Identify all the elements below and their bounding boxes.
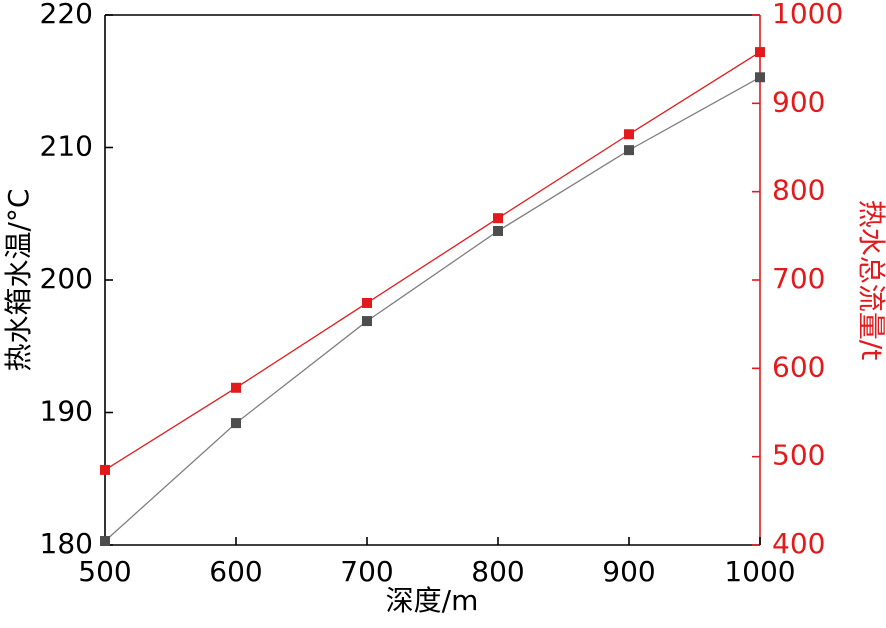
data-point-marker-0 (755, 72, 765, 83)
y-axis-title-left: 热水箱水温/°C (2, 189, 35, 372)
x-axis-tick-label: 800 (471, 555, 524, 588)
data-point-marker-0 (362, 316, 372, 327)
right-axis-tick-label: 1000 (772, 0, 843, 30)
right-axis-tick-label: 900 (772, 85, 825, 118)
y-axis-title-right: 热水总流量/t (855, 200, 886, 360)
data-point-marker-0 (624, 145, 634, 156)
series-line-1 (104, 51, 761, 471)
x-axis-title: 深度/m (386, 584, 479, 617)
x-axis-tick-label: 700 (340, 555, 393, 588)
data-point-marker-1 (624, 129, 634, 140)
data-point-marker-0 (231, 418, 241, 429)
x-axis-tick-label: 1000 (724, 555, 795, 588)
x-axis-tick-label: 600 (209, 555, 262, 588)
data-point-marker-1 (100, 464, 110, 475)
right-axis-tick-label: 400 (772, 527, 825, 560)
left-axis-tick-label: 220 (40, 0, 93, 30)
x-axis-tick-label: 900 (602, 555, 655, 588)
data-point-marker-1 (362, 297, 372, 308)
data-point-marker-0 (100, 536, 110, 547)
left-axis-tick-label: 190 (40, 395, 93, 428)
right-axis-tick-label: 600 (772, 350, 825, 383)
left-axis-tick-label: 200 (40, 262, 93, 295)
data-point-marker-1 (231, 382, 241, 393)
series-line-0 (104, 76, 761, 542)
data-point-marker-0 (493, 225, 503, 236)
right-axis-tick-label: 800 (772, 174, 825, 207)
data-point-marker-1 (493, 213, 503, 224)
right-axis-tick-label: 500 (772, 439, 825, 472)
right-axis-tick-label: 700 (772, 262, 825, 295)
plot-area: 180 190 200 210 220 400 500 600 700 800 900 1000 500… (40, 0, 844, 588)
left-axis-tick-label: 180 (40, 527, 93, 560)
x-axis-tick-label: 500 (78, 555, 131, 588)
left-axis-tick-label: 210 (40, 130, 93, 163)
data-point-marker-1 (755, 47, 765, 58)
